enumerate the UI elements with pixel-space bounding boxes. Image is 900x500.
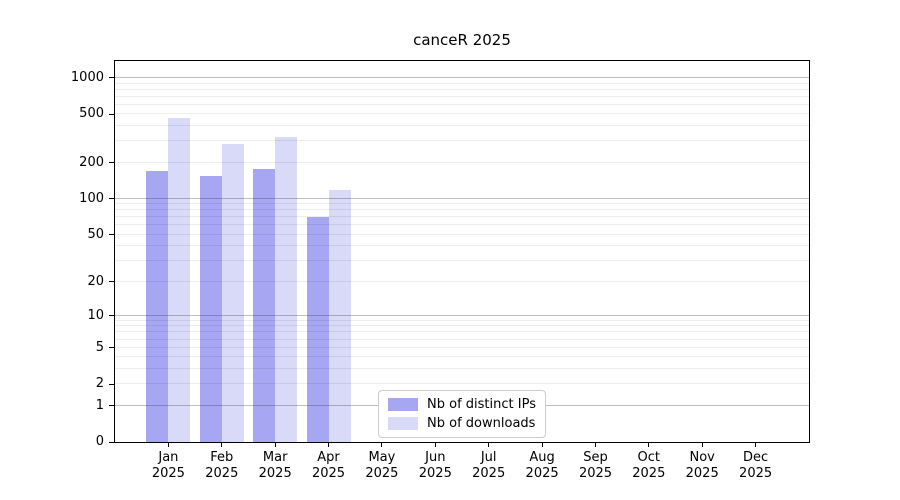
x-tick-label-feb: Feb 2025 [205,450,239,481]
x-tick-label-dec: Dec 2025 [739,450,773,481]
y-tick-label-200: 200 [79,154,104,170]
y-tick-mark-5 [109,347,114,349]
gridline-40 [115,245,809,247]
x-tick-label-may: May 2025 [365,450,399,481]
y-tick-mark-1 [109,405,114,406]
x-tick-mark-mar [274,443,276,447]
gridline-6 [115,338,809,340]
legend-entry-distinct-ips: Nb of distinct IPs [388,397,536,412]
y-tick-mark-20 [109,281,114,283]
gridline-100 [115,197,809,199]
x-tick-mark-jun [434,443,436,447]
gridline-300 [115,140,809,142]
gridline-90 [115,203,809,205]
gridline-3 [115,367,809,369]
bar-distinct-ips-feb [199,175,222,442]
bar-distinct-ips-jan [146,171,169,442]
legend-entry-downloads: Nb of downloads [388,416,536,431]
plot-area: Nb of distinct IPs Nb of downloads [114,60,810,443]
gridline-80 [115,209,809,211]
x-tick-mark-sep [595,443,596,447]
gridline-20 [115,280,809,282]
gridline-900 [115,82,809,84]
legend-swatch-downloads [388,417,419,430]
gridline-4 [115,356,809,358]
gridline-60 [115,224,809,226]
legend-swatch-distinct-ips [388,398,419,411]
y-tick-mark-0 [109,441,114,443]
gridline-500 [115,113,809,115]
legend: Nb of distinct IPs Nb of downloads [378,390,546,438]
x-tick-mark-apr [328,443,329,447]
x-tick-mark-may [381,443,383,447]
y-tick-label-1: 1 [95,397,104,413]
bar-downloads-feb [221,144,244,442]
gridline-2 [115,383,809,385]
y-tick-mark-50 [109,234,114,236]
legend-label-downloads: Nb of downloads [427,416,536,431]
gridline-700 [115,95,809,97]
bar-downloads-jan [168,118,191,442]
x-tick-label-nov: Nov 2025 [685,450,719,481]
x-tick-label-oct: Oct 2025 [632,450,666,481]
gridline-8 [115,325,809,327]
y-tick-label-10: 10 [87,307,104,323]
x-tick-label-aug: Aug 2025 [525,450,559,481]
y-tick-label-100: 100 [79,190,104,206]
gridline-50 [115,233,809,235]
gridline-9 [115,319,809,321]
gridline-30 [115,260,809,261]
x-tick-mark-nov [701,443,703,447]
y-tick-label-500: 500 [79,106,104,122]
legend-label-distinct-ips: Nb of distinct IPs [427,397,536,412]
gridline-70 [115,216,809,218]
x-tick-label-jan: Jan 2025 [151,450,185,481]
y-tick-mark-1000 [109,77,114,79]
gridline-10 [115,314,809,316]
x-tick-mark-feb [221,443,223,447]
y-tick-label-5: 5 [95,339,104,355]
gridline-1000 [115,76,809,78]
y-tick-mark-500 [109,113,114,115]
bar-distinct-ips-apr [306,216,329,442]
gridline-600 [115,103,809,105]
x-tick-label-jul: Jul 2025 [472,450,506,481]
y-tick-mark-200 [109,162,114,163]
x-tick-label-sep: Sep 2025 [578,450,613,481]
y-tick-mark-2 [109,383,114,385]
x-tick-mark-jan [167,443,169,447]
y-tick-label-0: 0 [95,434,104,449]
x-tick-mark-oct [648,443,650,447]
y-tick-mark-100 [109,198,114,200]
gridline-200 [115,161,809,163]
y-tick-label-1000: 1000 [70,69,104,85]
bar-distinct-ips-mar [253,168,276,442]
x-tick-label-mar: Mar 2025 [258,450,292,481]
y-tick-label-2: 2 [95,376,104,392]
chart-title: canceR 2025 [413,31,511,49]
y-tick-label-20: 20 [87,273,104,289]
x-tick-label-jun: Jun 2025 [418,450,452,481]
x-tick-mark-aug [541,443,543,447]
x-tick-mark-jul [488,443,490,447]
gridline-7 [115,331,809,333]
bar-downloads-apr [328,190,351,442]
bar-downloads-mar [275,137,298,442]
gridline-800 [115,88,809,90]
y-tick-mark-10 [109,315,114,317]
y-tick-label-50: 50 [87,226,104,242]
gridline-5 [115,346,809,348]
x-tick-mark-dec [755,443,757,447]
x-tick-label-apr: Apr 2025 [311,450,346,481]
gridline-400 [115,125,809,127]
